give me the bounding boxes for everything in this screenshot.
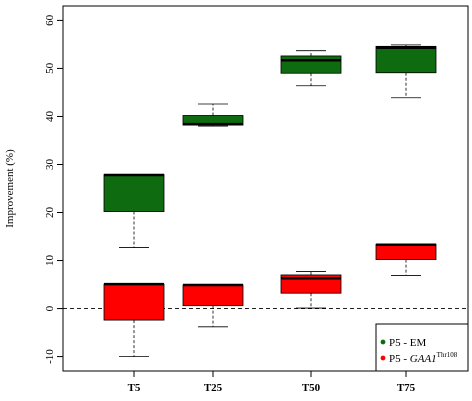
legend: P5 - EM P5 - GAA1Thr108 [375,323,469,372]
y-axis-title: Improvement (%) [4,149,16,228]
x-axis: T5 T25 T50 T75 [128,371,416,394]
box [182,284,244,307]
box [103,283,165,321]
legend-label-gaa1-sup: Thr108 [437,351,458,359]
x-tick-label: T5 [128,382,141,394]
y-tick-label: 60 [44,14,56,26]
y-tick-label: 30 [44,158,56,170]
box [280,55,342,74]
y-tick-label: 50 [44,62,56,74]
y-tick-label: 0 [44,305,56,311]
y-tick-label: 40 [44,110,56,122]
plot-frame [62,5,469,372]
y-tick-label: 20 [44,207,56,219]
x-tick-label: T25 [204,382,223,394]
legend-label-em: P5 - EM [389,337,427,349]
legend-frame [375,323,469,372]
legend-label-gaa1: P5 - GAA1Thr108 [389,351,458,365]
box [375,45,437,74]
box [375,243,437,260]
legend-marker-gaa1 [380,355,386,361]
x-tick-label: T50 [302,382,321,394]
y-axis: -10 0 10 20 30 40 50 60 [44,14,63,364]
box-series [103,44,437,357]
legend-label-gaa1-prefix: P5 - [389,353,410,365]
legend-label-gaa1-gene: GAA1 [410,353,437,365]
y-tick-label: -10 [44,349,56,364]
box [103,174,165,212]
y-tick-label: 10 [44,255,56,267]
legend-marker-em [380,339,386,345]
x-tick-label: T75 [397,382,416,394]
